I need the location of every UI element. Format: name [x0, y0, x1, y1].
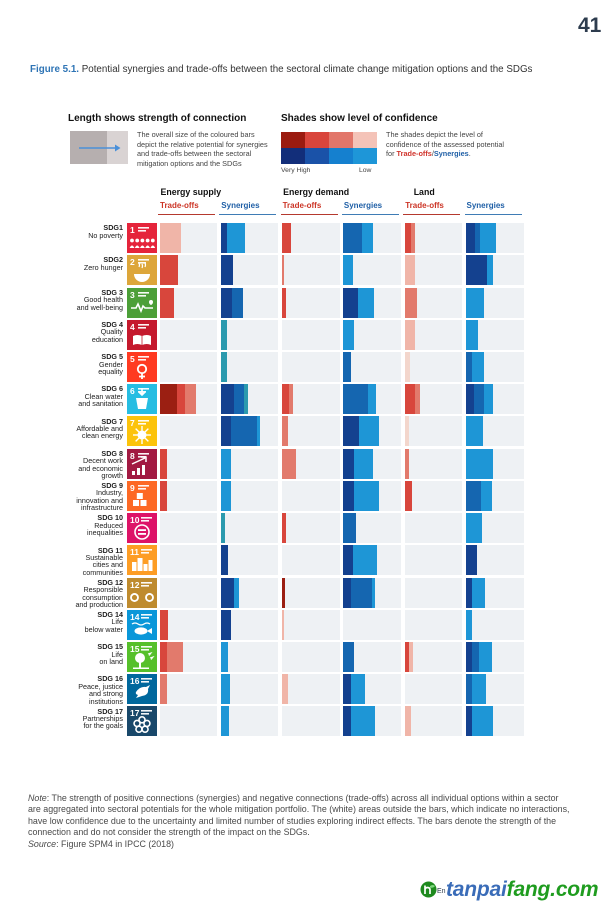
- svg-text:17: 17: [130, 708, 140, 718]
- svg-text:11: 11: [130, 547, 139, 557]
- svg-text:4: 4: [130, 322, 135, 332]
- svg-text:7: 7: [130, 418, 135, 428]
- svg-text:5: 5: [130, 354, 135, 364]
- svg-text:9: 9: [130, 483, 135, 493]
- svg-text:14: 14: [130, 612, 140, 622]
- svg-text:8: 8: [130, 451, 135, 461]
- svg-text:16: 16: [130, 676, 140, 686]
- svg-text:12: 12: [130, 580, 140, 590]
- svg-text:1: 1: [130, 225, 135, 235]
- svg-text:10: 10: [130, 515, 140, 525]
- svg-text:2: 2: [130, 257, 135, 267]
- svg-text:6: 6: [130, 386, 135, 396]
- svg-text:15: 15: [130, 644, 140, 654]
- svg-text:3: 3: [130, 290, 135, 300]
